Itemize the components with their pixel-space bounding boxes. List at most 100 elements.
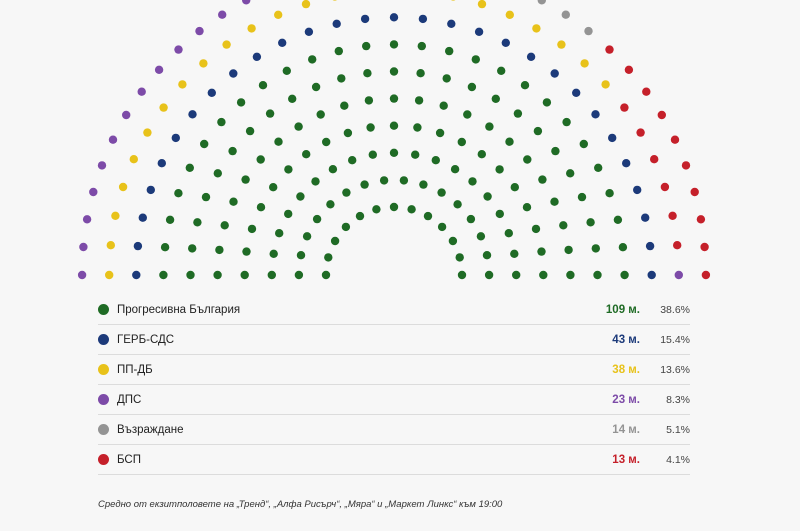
seat-dot [215,245,224,255]
seat-dot [564,245,573,255]
seat-dot [340,101,349,110]
seat-dot [138,213,147,222]
seat-dot [269,183,278,192]
seat-dot [146,185,155,195]
seat-dot [220,221,229,230]
legend-row-pp-db: ПП-ДБ 38 м. 13.6% [98,355,690,385]
seat-dot [620,270,629,280]
seat-dot [439,101,448,110]
seat-dot [539,270,548,280]
seat-dot [660,182,670,192]
seat-dot [562,117,571,127]
seat-dot [411,150,420,159]
seat-dot [601,80,610,89]
hemicycle-chart [77,0,711,280]
seat-dot [624,65,634,75]
seat-dot [620,103,629,112]
seat-dot [414,96,424,105]
seat-dot [577,192,587,202]
seat-dot [423,211,433,221]
seat-dot [451,0,456,1]
party-percent: 15.4% [660,333,690,346]
party-color-dot [98,454,109,465]
seat-dot [213,169,222,178]
seat-dot [247,24,256,33]
seat-dot [389,121,399,130]
seat-dot [195,26,204,36]
seat-dot [389,67,399,76]
legend-row-gerb-sds: ГЕРБ-СДС 43 м. 15.4% [98,325,690,355]
party-color-dot [98,394,109,405]
seat-dot [389,94,399,103]
seat-dot [476,232,486,241]
seat-dot [160,243,170,252]
party-name: Възраждане [117,423,184,436]
seat-dot [674,270,683,280]
seat-dot [256,203,266,212]
seat-dot [322,137,331,147]
seat-dot [586,218,595,227]
seat-dot [482,251,492,260]
seat-dot [673,241,682,250]
seat-dot [294,122,303,131]
seat-dot [296,251,306,260]
seat-dot [97,161,107,170]
seat-dot [618,243,628,252]
seat-dot [334,46,343,56]
seat-dot [245,126,255,136]
seat-dot [418,14,428,24]
seat-dot [157,159,166,168]
seat-dot [463,110,472,119]
seat-dot [82,215,92,224]
seat-dot [497,66,506,76]
seat-dot [274,10,283,19]
seat-dot [171,133,180,143]
seat-dot [613,215,623,224]
seat-dot [348,156,357,165]
seat-dot [178,80,187,89]
seat-dot [435,128,445,138]
seat-dot [360,14,370,24]
seat-dot [538,175,547,184]
seat-dot [188,110,197,119]
seat-dot [501,38,510,47]
seat-dot [579,139,588,149]
seat-dot [416,69,425,78]
seat-dot [641,213,650,222]
seat-dot [389,148,399,157]
party-color-dot [98,334,109,345]
seat-dot [236,98,246,107]
seat-dot [445,46,454,56]
seat-dot [106,241,116,250]
seat-dot [341,222,351,232]
seat-dot [657,110,666,120]
seat-dot [218,10,227,19]
seat-dot [642,87,651,96]
seat-dot [274,137,283,146]
seat-dot [342,188,351,197]
seat-dot [532,24,541,33]
party-seats: 38 м. [612,363,640,376]
seat-dot [304,27,314,36]
seat-dot [557,40,566,49]
seat-dot [129,155,138,164]
seat-dot [229,197,238,206]
seat-dot [584,26,593,36]
seat-dot [608,133,617,143]
seat-dot [531,224,541,234]
seat-dot [483,192,492,201]
seat-dot [533,126,543,136]
seat-dot [159,103,168,112]
party-percent: 4.1% [666,453,690,466]
seat-dot [258,81,268,90]
seat-dot [193,218,202,227]
seat-dot [491,94,500,104]
seat-dot [199,59,208,68]
seat-dot [526,52,536,61]
seat-dot [450,165,460,174]
seat-dot [670,135,680,144]
seat-dot [321,270,331,280]
party-seats: 13 м. [612,453,640,466]
seat-dot [228,146,237,156]
seat-dot [650,155,659,164]
